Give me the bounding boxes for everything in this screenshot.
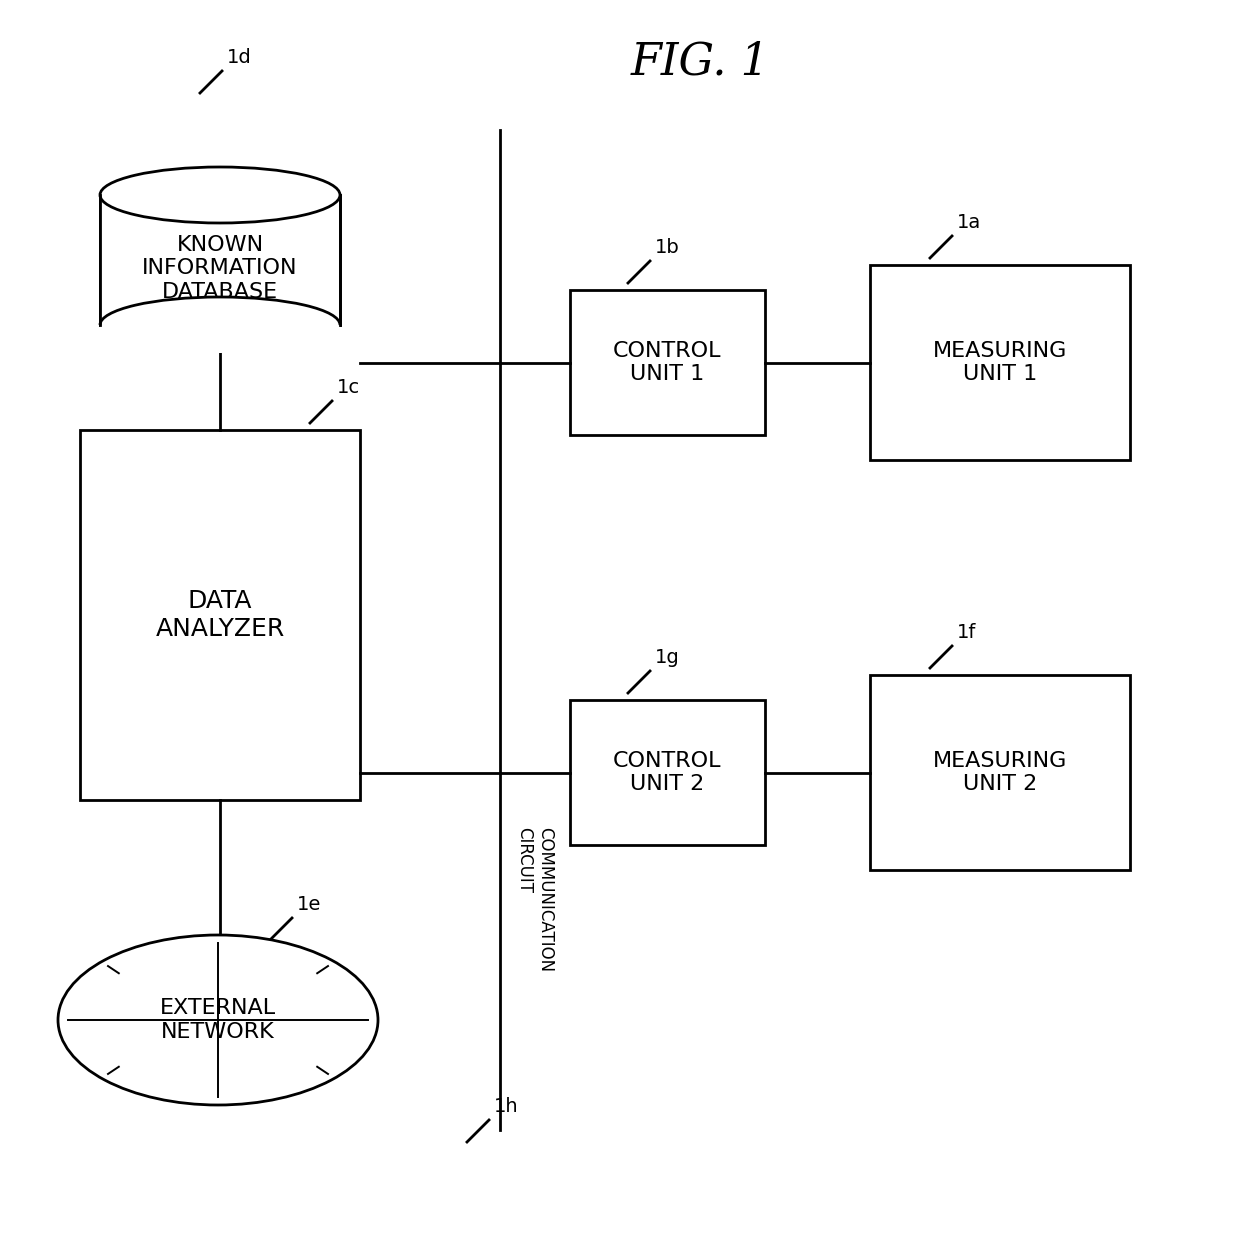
Text: 1h: 1h bbox=[494, 1097, 518, 1117]
Bar bbox=[870, 265, 1130, 460]
Text: 1c: 1c bbox=[337, 378, 360, 397]
Ellipse shape bbox=[100, 297, 340, 353]
Text: KNOWN
INFORMATION
DATABASE: KNOWN INFORMATION DATABASE bbox=[143, 235, 298, 301]
Text: COMMUNICATION
CIRCUIT: COMMUNICATION CIRCUIT bbox=[515, 827, 554, 973]
Text: 1e: 1e bbox=[298, 896, 321, 914]
Ellipse shape bbox=[58, 936, 378, 1105]
Bar bbox=[81, 430, 360, 801]
Ellipse shape bbox=[100, 167, 340, 224]
Bar bbox=[100, 195, 339, 325]
Text: 1b: 1b bbox=[655, 239, 680, 257]
Bar bbox=[870, 674, 1130, 871]
Text: MEASURING
UNIT 2: MEASURING UNIT 2 bbox=[932, 751, 1068, 794]
Bar bbox=[570, 290, 765, 435]
Text: CONTROL
UNIT 2: CONTROL UNIT 2 bbox=[614, 751, 722, 794]
Text: MEASURING
UNIT 1: MEASURING UNIT 1 bbox=[932, 341, 1068, 385]
Text: 1a: 1a bbox=[957, 214, 981, 232]
Text: 1d: 1d bbox=[227, 47, 252, 67]
Text: 1f: 1f bbox=[957, 623, 976, 642]
Text: CONTROL
UNIT 1: CONTROL UNIT 1 bbox=[614, 341, 722, 385]
Text: EXTERNAL
NETWORK: EXTERNAL NETWORK bbox=[160, 998, 277, 1042]
Text: DATA
ANALYZER: DATA ANALYZER bbox=[155, 590, 285, 641]
Text: 1g: 1g bbox=[655, 648, 680, 667]
Bar bbox=[570, 699, 765, 846]
Text: FIG. 1: FIG. 1 bbox=[630, 40, 770, 84]
